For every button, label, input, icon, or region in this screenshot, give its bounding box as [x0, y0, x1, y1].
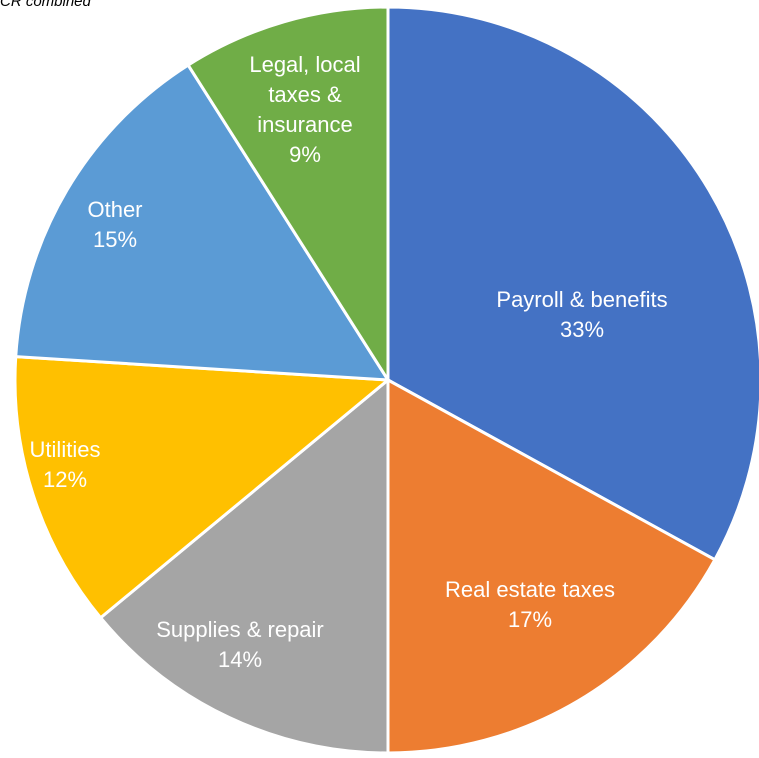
pie-slice: [186, 5, 390, 382]
pie-slice: [99, 378, 390, 755]
pie-slice: [386, 378, 717, 755]
slice-category-label: Legal, local taxes & insurance: [249, 52, 361, 137]
slice-category-label: Other: [87, 197, 143, 222]
slice-category-label: Real estate taxes: [445, 577, 615, 602]
pie-slice: [14, 63, 390, 382]
pie-slice: [13, 355, 390, 620]
slice-label: Legal, local taxes & insurance 9%: [223, 50, 388, 170]
slice-value-label: 33%: [559, 317, 605, 342]
slice-label: Utilities 12%: [0, 435, 145, 495]
slice-value-label: 12%: [42, 467, 88, 492]
slice-label: Other 15%: [35, 195, 195, 255]
chart-subtitle: CR combined: [0, 0, 91, 10]
pie-slice: [386, 5, 759, 562]
slice-label: Payroll & benefits 33%: [432, 285, 732, 345]
slice-value-label: 14%: [217, 647, 263, 672]
slice-category-label: Payroll & benefits: [496, 287, 668, 312]
slice-category-label: Utilities: [29, 437, 101, 462]
slice-value-label: 17%: [507, 607, 553, 632]
slice-value-label: 15%: [92, 227, 138, 252]
slice-label: Supplies & repair 14%: [100, 615, 380, 675]
slice-category-label: Supplies & repair: [156, 617, 324, 642]
slice-value-label: 9%: [289, 142, 321, 167]
slice-label: Real estate taxes 17%: [380, 575, 680, 635]
